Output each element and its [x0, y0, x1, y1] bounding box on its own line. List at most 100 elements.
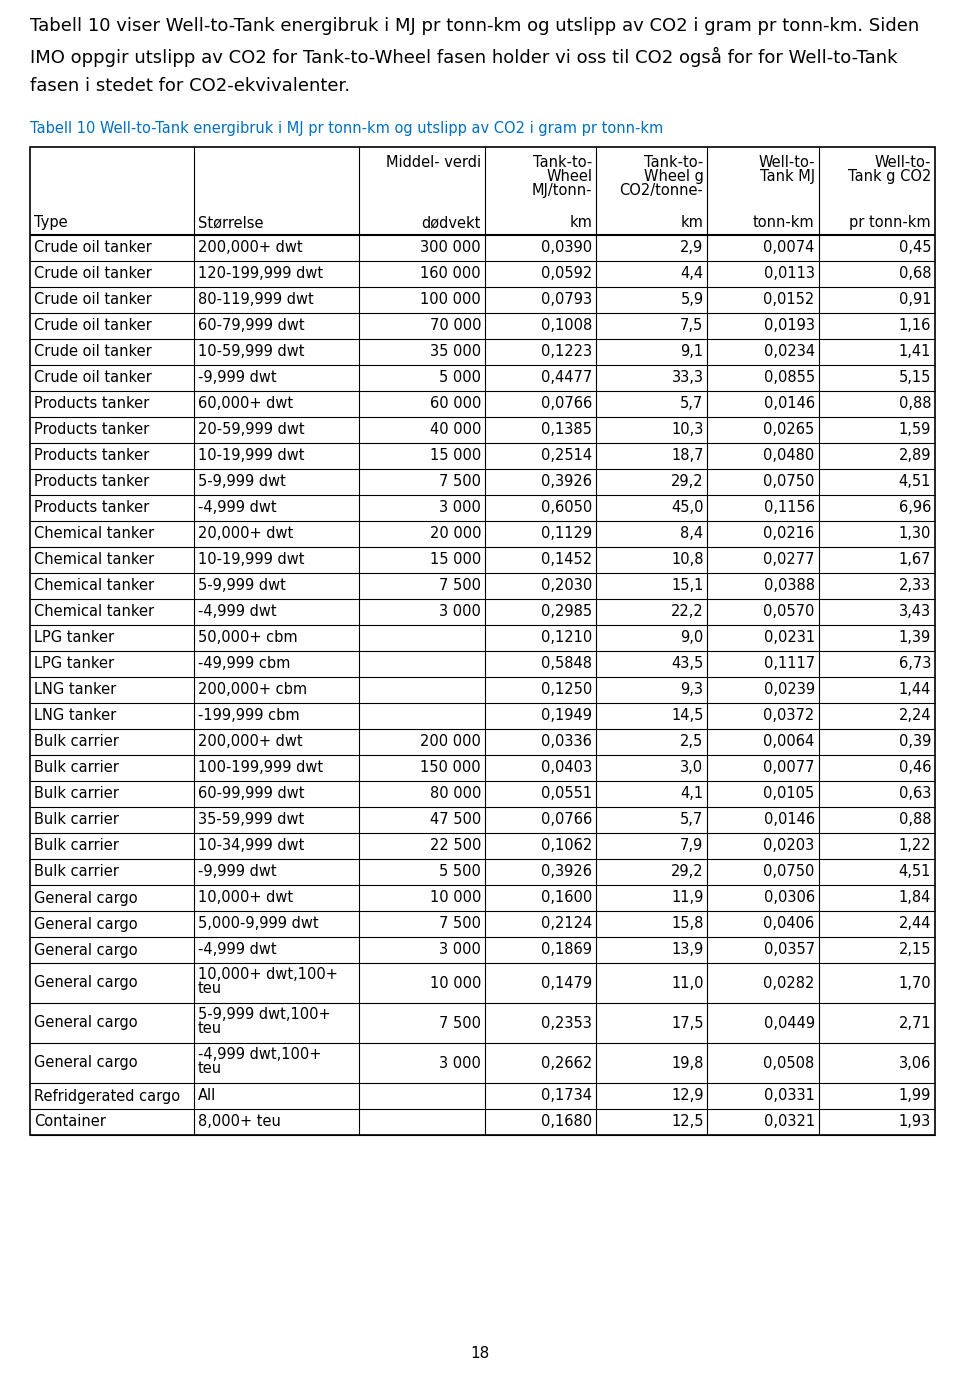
Text: 0,2514: 0,2514	[541, 448, 592, 463]
Text: fasen i stedet for CO2-ekvivalenter.: fasen i stedet for CO2-ekvivalenter.	[30, 77, 350, 95]
Text: 10-19,999 dwt: 10-19,999 dwt	[198, 448, 304, 463]
Text: 2,71: 2,71	[899, 1015, 931, 1030]
Text: 33,3: 33,3	[671, 371, 704, 386]
Text: 1,44: 1,44	[899, 683, 931, 698]
Text: Chemical tanker: Chemical tanker	[34, 579, 155, 593]
Text: 20,000+ dwt: 20,000+ dwt	[198, 527, 293, 542]
Text: teu: teu	[198, 980, 222, 996]
Text: 0,0403: 0,0403	[541, 760, 592, 775]
Text: tonn-km: tonn-km	[753, 215, 815, 230]
Text: General cargo: General cargo	[34, 891, 137, 906]
Text: 6,73: 6,73	[899, 656, 931, 672]
Text: 8,000+ teu: 8,000+ teu	[198, 1114, 280, 1129]
Text: Bulk carrier: Bulk carrier	[34, 760, 119, 775]
Text: Bulk carrier: Bulk carrier	[34, 786, 119, 801]
Text: 19,8: 19,8	[671, 1055, 704, 1070]
Text: 11,0: 11,0	[671, 975, 704, 990]
Text: 0,0146: 0,0146	[763, 397, 815, 411]
Text: 3 000: 3 000	[439, 942, 481, 957]
Text: 35-59,999 dwt: 35-59,999 dwt	[198, 812, 304, 827]
Text: 22 500: 22 500	[430, 838, 481, 854]
Text: 0,0592: 0,0592	[541, 266, 592, 281]
Text: Tank g CO2: Tank g CO2	[848, 170, 931, 183]
Text: 12,5: 12,5	[671, 1114, 704, 1129]
Text: 0,88: 0,88	[899, 397, 931, 411]
Text: 6,96: 6,96	[899, 501, 931, 516]
Text: 10-19,999 dwt: 10-19,999 dwt	[198, 553, 304, 568]
Text: General cargo: General cargo	[34, 942, 137, 957]
Text: 300 000: 300 000	[420, 240, 481, 255]
Text: 0,0074: 0,0074	[763, 240, 815, 255]
Text: LNG tanker: LNG tanker	[34, 709, 116, 724]
Text: 3,43: 3,43	[899, 604, 931, 619]
Text: 5 000: 5 000	[439, 371, 481, 386]
Text: 200,000+ dwt: 200,000+ dwt	[198, 240, 302, 255]
Text: 40 000: 40 000	[430, 422, 481, 437]
Text: 0,1210: 0,1210	[541, 630, 592, 645]
Text: 2,24: 2,24	[899, 709, 931, 724]
Text: Crude oil tanker: Crude oil tanker	[34, 266, 152, 281]
Text: 0,39: 0,39	[899, 735, 931, 750]
Text: General cargo: General cargo	[34, 1015, 137, 1030]
Text: 3,06: 3,06	[899, 1055, 931, 1070]
Text: 0,0750: 0,0750	[763, 865, 815, 880]
Text: Chemical tanker: Chemical tanker	[34, 553, 155, 568]
Text: Bulk carrier: Bulk carrier	[34, 838, 119, 854]
Text: 0,0388: 0,0388	[764, 579, 815, 593]
Text: 15 000: 15 000	[430, 448, 481, 463]
Text: CO2/tonne-: CO2/tonne-	[619, 183, 704, 199]
Text: 0,4477: 0,4477	[541, 371, 592, 386]
Text: 4,1: 4,1	[681, 786, 704, 801]
Text: 80 000: 80 000	[430, 786, 481, 801]
Text: LPG tanker: LPG tanker	[34, 630, 114, 645]
Text: Products tanker: Products tanker	[34, 397, 149, 411]
Text: -49,999 cbm: -49,999 cbm	[198, 656, 290, 672]
Text: 1,70: 1,70	[899, 975, 931, 990]
Text: Middel- verdi: Middel- verdi	[386, 154, 481, 170]
Text: -4,999 dwt: -4,999 dwt	[198, 942, 276, 957]
Text: 0,0203: 0,0203	[763, 838, 815, 854]
Text: -4,999 dwt,100+: -4,999 dwt,100+	[198, 1047, 322, 1062]
Text: 1,16: 1,16	[899, 319, 931, 334]
Text: 2,33: 2,33	[899, 579, 931, 593]
Text: 1,59: 1,59	[899, 422, 931, 437]
Text: 0,0855: 0,0855	[763, 371, 815, 386]
Text: 0,0216: 0,0216	[763, 527, 815, 542]
Text: 0,3926: 0,3926	[541, 865, 592, 880]
Text: 29,2: 29,2	[671, 474, 704, 490]
Text: 47 500: 47 500	[430, 812, 481, 827]
Text: 60,000+ dwt: 60,000+ dwt	[198, 397, 293, 411]
Text: 0,1250: 0,1250	[541, 683, 592, 698]
Text: Crude oil tanker: Crude oil tanker	[34, 371, 152, 386]
Text: 1,41: 1,41	[899, 345, 931, 360]
Text: 0,0766: 0,0766	[541, 812, 592, 827]
Text: Tabell 10 Well-to-Tank energibruk i MJ pr tonn-km og utslipp av CO2 i gram pr to: Tabell 10 Well-to-Tank energibruk i MJ p…	[30, 121, 663, 137]
Text: 5-9,999 dwt: 5-9,999 dwt	[198, 474, 286, 490]
Text: 7 500: 7 500	[439, 579, 481, 593]
Text: 0,1008: 0,1008	[541, 319, 592, 334]
Text: Refridgerated cargo: Refridgerated cargo	[34, 1088, 180, 1103]
Text: 15,1: 15,1	[671, 579, 704, 593]
Text: 0,0793: 0,0793	[541, 292, 592, 308]
Text: 43,5: 43,5	[671, 656, 704, 672]
Text: Størrelse: Størrelse	[198, 215, 263, 230]
Text: 0,46: 0,46	[899, 760, 931, 775]
Text: 0,0239: 0,0239	[763, 683, 815, 698]
Text: Bulk carrier: Bulk carrier	[34, 865, 119, 880]
Text: 5-9,999 dwt: 5-9,999 dwt	[198, 579, 286, 593]
Text: 1,30: 1,30	[899, 527, 931, 542]
Text: Products tanker: Products tanker	[34, 474, 149, 490]
Text: 2,44: 2,44	[899, 917, 931, 931]
Text: 0,63: 0,63	[899, 786, 931, 801]
Text: 0,1223: 0,1223	[541, 345, 592, 360]
Text: 17,5: 17,5	[671, 1015, 704, 1030]
Text: 4,4: 4,4	[681, 266, 704, 281]
Text: 0,3926: 0,3926	[541, 474, 592, 490]
Text: 0,68: 0,68	[899, 266, 931, 281]
Text: LPG tanker: LPG tanker	[34, 656, 114, 672]
Text: 0,1869: 0,1869	[541, 942, 592, 957]
Text: 22,2: 22,2	[671, 604, 704, 619]
Text: 50,000+ cbm: 50,000+ cbm	[198, 630, 298, 645]
Text: MJ/tonn-: MJ/tonn-	[532, 183, 592, 199]
Text: General cargo: General cargo	[34, 975, 137, 990]
